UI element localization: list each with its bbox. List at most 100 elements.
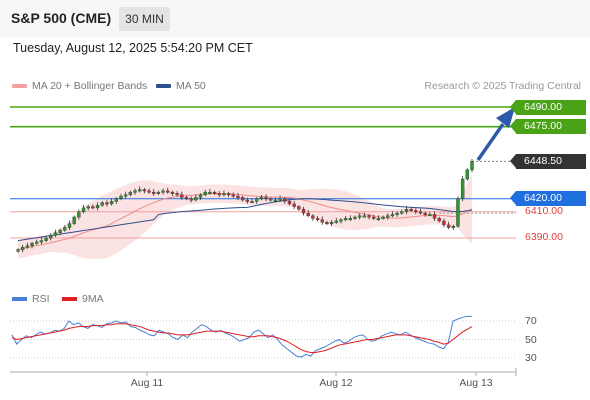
candle-down <box>142 189 147 192</box>
candle-down <box>297 206 301 210</box>
rsi-ma9-line <box>11 323 473 353</box>
candle-down <box>372 216 376 219</box>
candle-down <box>105 202 109 205</box>
candle-up <box>400 211 404 214</box>
bollinger-band <box>18 173 472 259</box>
candle-up <box>456 198 460 227</box>
candle-up <box>404 208 409 212</box>
forecast-arrow-shaft <box>476 123 505 161</box>
candle-up <box>128 191 133 195</box>
candle-up <box>273 199 278 202</box>
rsi-tick-label: 70 <box>525 315 537 327</box>
candle-up <box>222 193 226 196</box>
candle-down <box>240 197 245 201</box>
candle-up <box>460 178 465 199</box>
candle-down <box>432 214 437 219</box>
candle-down <box>166 190 170 193</box>
chart-datetime: Tuesday, August 12, 2025 5:54:20 PM CET <box>13 41 253 55</box>
candle-down <box>306 212 310 216</box>
legend-ma9-label: 9MA <box>82 293 104 305</box>
candle-up <box>428 214 432 217</box>
legend-ma20-label: MA 20 + Bollinger Bands <box>32 80 148 92</box>
ma50-line <box>17 198 473 242</box>
candle-down <box>409 208 413 211</box>
candle-down <box>226 193 231 196</box>
price-tag: 6490.00 <box>510 99 586 115</box>
candle-up <box>95 205 100 209</box>
timeframe-badge[interactable]: 30 MIN <box>119 7 170 31</box>
candle-up <box>390 214 395 217</box>
candle-up <box>451 226 455 228</box>
candle-down <box>189 198 193 201</box>
candle-down <box>442 220 446 226</box>
candle-down <box>414 210 418 213</box>
candle-down <box>446 224 451 228</box>
rsi-tick-label: 30 <box>525 352 537 364</box>
candle-down <box>311 215 315 219</box>
rsi-swatch <box>12 297 27 302</box>
candle-up <box>133 190 137 193</box>
candle-up <box>194 197 198 201</box>
legend-ma50: MA 50 <box>156 80 206 92</box>
candle-up <box>395 212 399 215</box>
candle-down <box>175 193 179 196</box>
ma50-swatch <box>156 84 171 89</box>
candle-up <box>376 218 381 221</box>
legend-ma20: MA 20 + Bollinger Bands <box>12 80 147 92</box>
candle-up <box>20 246 25 250</box>
ma20-line <box>17 193 473 251</box>
candle-up <box>137 189 142 192</box>
candle-down <box>152 191 156 194</box>
x-tick-label: Aug 12 <box>319 377 353 389</box>
candle-up <box>362 215 367 218</box>
candle-down <box>212 191 217 194</box>
candle-down <box>287 201 292 205</box>
candle-down <box>245 199 250 202</box>
x-tick-label: Aug 13 <box>459 377 493 389</box>
candle-up <box>58 229 62 233</box>
candle-up <box>334 220 338 223</box>
candle-up <box>72 216 76 224</box>
candle-up <box>49 235 53 239</box>
price-level-label: 6410.00 <box>525 204 563 217</box>
legend-ma50-label: MA 50 <box>176 80 206 92</box>
instrument-title: S&P 500 (CME) <box>11 10 112 26</box>
rsi-line <box>11 315 472 358</box>
candle-up <box>86 206 90 209</box>
candle-down <box>423 212 427 215</box>
candle-down <box>147 190 151 193</box>
candle-up <box>67 223 72 228</box>
candle-up <box>203 191 207 195</box>
credit-text: Research © 2025 Trading Central <box>424 80 581 92</box>
candle-down <box>91 206 95 209</box>
candle-up <box>156 191 161 194</box>
candle-up <box>348 218 353 221</box>
ma20-swatch <box>12 84 27 89</box>
legend-ma9: 9MA <box>62 293 104 305</box>
candle-up <box>278 198 282 201</box>
rsi-tick-label: 50 <box>525 334 537 346</box>
candle-down <box>236 195 240 198</box>
candle-up <box>198 194 203 198</box>
x-tick-label: Aug 11 <box>130 377 164 389</box>
legend-rsi: RSI <box>12 293 50 305</box>
candle-up <box>465 169 470 180</box>
legend-rsi-label: RSI <box>32 293 50 305</box>
candle-down <box>418 211 423 214</box>
price-level-label: 6390.00 <box>525 231 563 243</box>
candle-up <box>353 216 357 219</box>
candle-up <box>255 198 259 202</box>
candle-up <box>44 237 48 241</box>
candle-up <box>123 194 128 197</box>
candle-down <box>292 203 296 207</box>
header-bar: S&P 500 (CME) 30 MIN <box>0 0 590 38</box>
candle-up <box>208 191 212 194</box>
candle-down <box>367 215 371 218</box>
candle-up <box>386 215 390 218</box>
candle-up <box>63 227 67 231</box>
candle-up <box>25 245 30 248</box>
candle-up <box>357 215 362 218</box>
candle-up <box>329 222 334 224</box>
candle-down <box>264 197 268 200</box>
candle-up <box>77 211 81 218</box>
